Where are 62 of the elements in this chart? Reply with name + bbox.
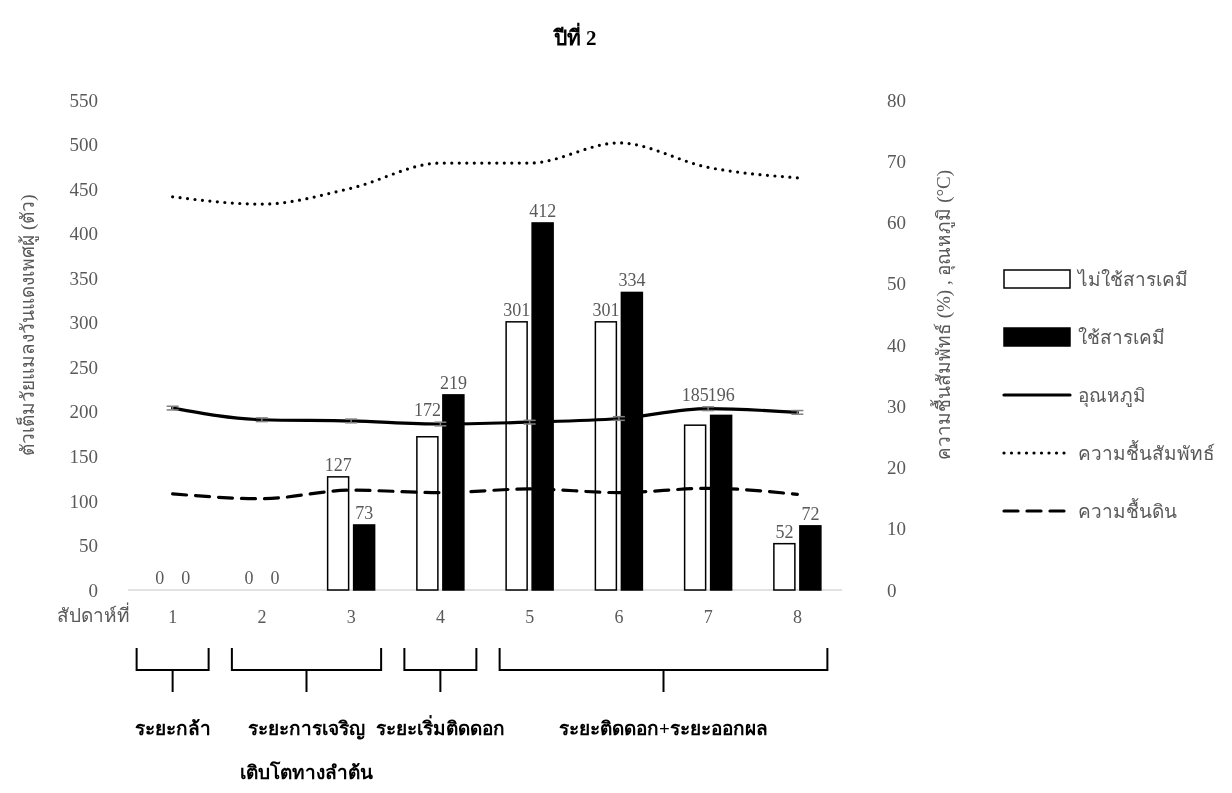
data-label: 219 <box>439 372 467 393</box>
x-tick-label: 3 <box>346 607 356 627</box>
text: ระยะกล้า <box>134 718 211 739</box>
x-tick-label: 2 <box>257 607 267 627</box>
bar <box>352 524 376 591</box>
y-tick-label: 550 <box>69 89 98 111</box>
y2-tick-label: 60 <box>887 212 906 234</box>
y2-tick-label: 70 <box>887 150 906 172</box>
y-tick-label: 0 <box>88 579 98 601</box>
bar <box>773 542 796 591</box>
data-label: 0 <box>181 568 191 588</box>
x-tick-label: 5 <box>525 607 535 627</box>
line-series <box>171 141 799 206</box>
y2-tick-label: 40 <box>887 334 906 356</box>
legend-label: ใช้สารเคมี <box>1078 326 1165 348</box>
x-tick-label: 4 <box>435 607 445 627</box>
y-tick-label: 450 <box>69 178 98 200</box>
y-tick-label: 300 <box>69 312 98 334</box>
y-axis-title: ตัวเต็มวัยแมลงวันแดงเพศผู้ (ตัว) <box>15 194 39 456</box>
y-tick-label: 100 <box>69 490 98 512</box>
x-tick-label: 7 <box>703 607 713 627</box>
y-tick-label: 350 <box>69 267 98 289</box>
y-tick-label: 150 <box>69 446 98 468</box>
legend-label: อุณหภูมิ <box>1078 384 1146 408</box>
text: ระยะการเจริญ เติบโตทางลำต้น <box>240 718 373 783</box>
x-tick-label: 6 <box>614 607 624 627</box>
y2-tick-label: 80 <box>887 89 906 111</box>
legend-label: ไม่ใช้สารเคมี <box>1076 268 1188 290</box>
data-label: 301 <box>592 299 620 320</box>
data-label: 73 <box>355 502 374 523</box>
data-label: 52 <box>775 521 794 542</box>
data-label: 0 <box>155 568 165 588</box>
y-tick-label: 50 <box>79 535 98 557</box>
legend-label: ความชื้นดิน <box>1078 497 1177 522</box>
data-label: 0 <box>244 568 254 588</box>
x-tick-label: 8 <box>792 607 802 627</box>
y-tick-label: 500 <box>69 134 98 156</box>
data-label: 0 <box>270 568 280 588</box>
legend-label: ความชื้นสัมพัทธ์ <box>1078 439 1215 464</box>
data-label: 127 <box>324 454 352 475</box>
data-label: 412 <box>529 200 557 221</box>
y2-axis-title: ความชื้นสัมพัทธ์ (%) , อุณหภูมิ (°C) <box>930 169 956 461</box>
x-tick-label: 1 <box>168 607 178 627</box>
y2-tick-label: 10 <box>887 518 906 540</box>
data-label: 172 <box>413 400 441 421</box>
chart-title: ปีที่ 2 <box>551 22 597 50</box>
y2-tick-label: 30 <box>887 395 906 417</box>
y-tick-label: 250 <box>69 356 98 378</box>
y2-tick-label: 0 <box>887 579 897 601</box>
data-label: 72 <box>801 503 820 524</box>
data-label: 301 <box>503 299 531 320</box>
y2-tick-label: 50 <box>887 273 906 295</box>
data-label: 196 <box>707 384 735 405</box>
data-label: 334 <box>618 270 646 291</box>
y2-tick-label: 20 <box>887 457 906 479</box>
text: ระยะเริ่มติดดอก <box>375 715 505 739</box>
y-tick-label: 200 <box>69 401 98 423</box>
y-tick-label: 400 <box>69 223 98 245</box>
x-axis-title: สัปดาห์ที่ <box>57 602 130 626</box>
text: ระยะติดดอก+ระยะออกผล <box>559 718 768 739</box>
bar <box>799 525 822 591</box>
data-label: 185 <box>681 384 709 405</box>
